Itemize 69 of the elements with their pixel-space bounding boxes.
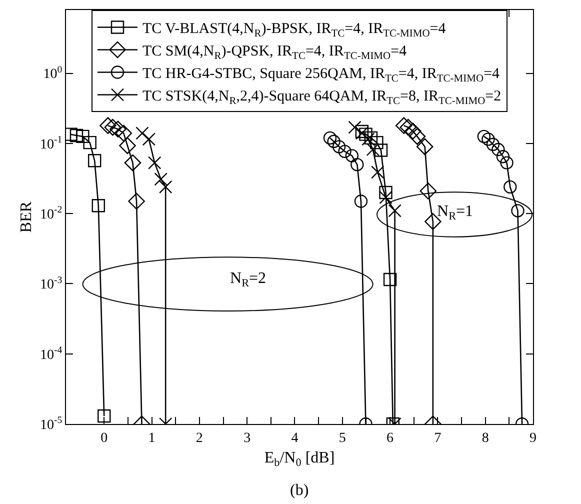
point (110, 120, 126, 138)
x-tick-label: 9 (530, 430, 536, 446)
point (345, 149, 359, 162)
y-axis-title: BER (18, 201, 35, 233)
legend-label: TC HR-G4-STBC, Square 256QAM, IR$_{TC}$=4, IR$_{TC-MIMO}$=4 (142, 66, 500, 84)
point (482, 132, 495, 146)
point (115, 124, 132, 142)
point (158, 180, 172, 194)
point (408, 128, 426, 145)
y-tick-label: 10$^{-3}$ (40, 274, 62, 293)
point (364, 131, 378, 145)
x-axis-title: E$_{b}$/N$_{0}$ [dB] (264, 450, 335, 469)
x-tick-label: 2 (196, 430, 203, 446)
point (128, 192, 145, 210)
legend-label: TC V-BLAST(4,N$_{R}$)-BPSK, IR$_{TC}$=4, IR$_{TC-MIMO}$=4 (142, 21, 446, 40)
point (100, 117, 116, 134)
point (104, 118, 122, 136)
point (327, 134, 340, 148)
point (404, 122, 422, 140)
point (400, 118, 417, 136)
point (511, 204, 524, 218)
y-tick-label: 10$^{-2}$ (40, 204, 62, 222)
point (119, 137, 136, 154)
point (486, 138, 500, 151)
point (323, 131, 337, 145)
legend-label: TC SM(4,N$_{R}$)-QPSK, IR$_{TC}$=4, IR$_{TC-MIMO}$=4 (142, 44, 408, 62)
point (374, 144, 388, 157)
x-tick-label: 1 (148, 430, 156, 446)
point (395, 117, 412, 134)
point (416, 138, 434, 156)
annotation: N$_{R}$=1 (437, 203, 474, 222)
point (492, 142, 505, 156)
point (88, 154, 102, 168)
point (338, 144, 352, 158)
point (420, 182, 437, 200)
point (477, 130, 491, 144)
point (92, 199, 105, 212)
point (388, 204, 402, 218)
point (154, 172, 168, 186)
annotation: N$_{R}$=2 (230, 270, 266, 290)
point (379, 186, 392, 200)
x-tick-label: 8 (482, 430, 489, 446)
x-tick-label: 7 (434, 430, 442, 446)
legend-label: TC STSK(4,N$_{R}$,2,4)-Square 64QAM, IR$_{TC}$=8, IR$_{TC-MIMO}$=2 (142, 88, 502, 107)
point (359, 128, 372, 141)
point (83, 136, 96, 150)
y-tick-label: 10$^{-1}$ (40, 134, 62, 152)
x-tick-label: 6 (386, 430, 394, 446)
text: (b) (290, 482, 309, 499)
point (124, 154, 142, 172)
point (350, 158, 364, 172)
point (370, 136, 384, 150)
point (332, 140, 346, 154)
x-tick-label: 3 (244, 430, 251, 446)
point (70, 128, 84, 142)
point (504, 180, 517, 194)
point (371, 166, 384, 179)
point (76, 130, 90, 144)
x-tick-label: 0 (100, 430, 108, 446)
point (136, 126, 149, 140)
point (500, 156, 514, 170)
x-tick-label: 4 (291, 430, 298, 446)
point (496, 150, 510, 164)
point (148, 156, 162, 170)
point (354, 194, 368, 208)
y-tick-label: 10$^{0}$ (43, 64, 62, 82)
y-tick-label: 10$^{-5}$ (40, 415, 62, 433)
x-tick-label: 5 (338, 430, 346, 446)
y-tick-label: 10$^{-4}$ (40, 344, 62, 363)
